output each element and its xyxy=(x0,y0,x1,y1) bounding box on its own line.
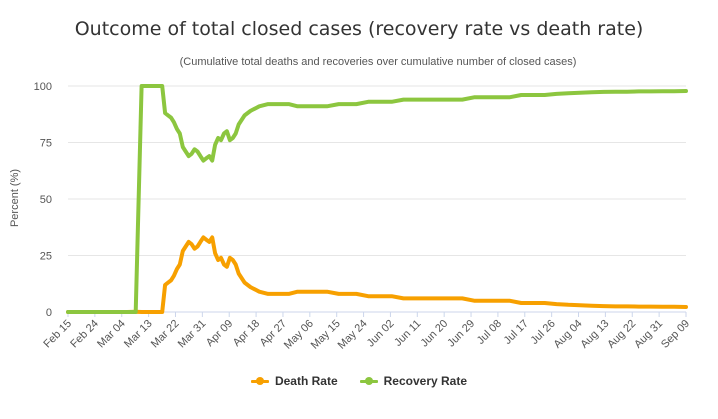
x-tick-label: Mar 31 xyxy=(176,318,209,351)
x-tick-label: Aug 13 xyxy=(578,318,611,351)
y-tick-label: 0 xyxy=(46,307,52,319)
x-tick-label: Apr 18 xyxy=(231,318,262,349)
chart-subtitle: (Cumulative total deaths and recoveries … xyxy=(179,56,577,68)
y-tick-label: 100 xyxy=(34,81,52,93)
legend-label-recovery-rate: Recovery Rate xyxy=(383,374,468,388)
x-tick-label: Jul 17 xyxy=(502,318,531,347)
legend-swatch-recovery-rate xyxy=(359,375,378,387)
legend-item-death-rate[interactable]: Death Rate xyxy=(250,374,338,388)
x-tick-label: Mar 22 xyxy=(149,318,182,351)
x-tick-label: Sep 09 xyxy=(659,318,692,351)
x-tick-label: Jun 02 xyxy=(365,318,397,350)
y-tick-label: 25 xyxy=(40,251,52,263)
series-lines xyxy=(66,84,688,314)
x-tick-label: Jun 11 xyxy=(392,318,423,349)
legend: Death Rate Recovery Rate xyxy=(0,374,718,388)
y-axis-ticks: 0 25 50 75 100 xyxy=(34,81,52,319)
x-tick-label: Mar 04 xyxy=(95,318,128,351)
x-tick-label: Mar 13 xyxy=(122,318,155,351)
series-line-recovery-rate[interactable] xyxy=(66,84,688,314)
y-tick-label: 50 xyxy=(40,194,52,206)
grid-lines xyxy=(68,85,686,313)
chart-title: Outcome of total closed cases (recovery … xyxy=(74,18,644,40)
legend-item-recovery-rate[interactable]: Recovery Rate xyxy=(359,374,468,388)
x-tick-label: Apr 09 xyxy=(204,318,235,349)
x-tick-label: Jun 29 xyxy=(445,318,477,350)
x-tick-label: Jul 08 xyxy=(475,318,504,347)
legend-label-death-rate: Death Rate xyxy=(274,374,338,388)
x-tick-label: Jun 20 xyxy=(418,318,450,350)
x-tick-label: Aug 04 xyxy=(551,318,584,351)
series-line-death-rate[interactable] xyxy=(66,235,688,314)
x-tick-label: Aug 31 xyxy=(632,318,665,351)
legend-swatch-death-rate xyxy=(250,375,269,387)
x-tick-label: Feb 15 xyxy=(41,318,74,351)
y-axis-label: Percent (%) xyxy=(9,169,21,227)
y-tick-label: 75 xyxy=(40,138,52,150)
x-tick-label: Aug 22 xyxy=(605,318,638,351)
x-tick-label: May 24 xyxy=(336,318,370,352)
x-tick-label: Feb 24 xyxy=(68,318,101,351)
